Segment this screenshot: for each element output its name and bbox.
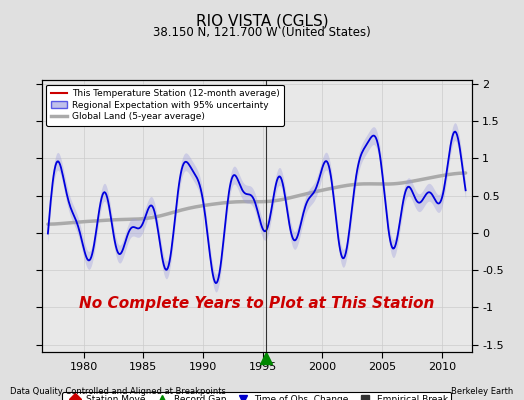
Text: Berkeley Earth: Berkeley Earth <box>451 387 514 396</box>
Text: No Complete Years to Plot at This Station: No Complete Years to Plot at This Statio… <box>79 296 434 310</box>
Legend: Station Move, Record Gap, Time of Obs. Change, Empirical Break: Station Move, Record Gap, Time of Obs. C… <box>62 392 452 400</box>
Text: RIO VISTA (CGLS): RIO VISTA (CGLS) <box>195 14 329 29</box>
Text: Data Quality Controlled and Aligned at Breakpoints: Data Quality Controlled and Aligned at B… <box>10 387 226 396</box>
Y-axis label: Temperature Anomaly (°C): Temperature Anomaly (°C) <box>523 142 524 290</box>
Text: 38.150 N, 121.700 W (United States): 38.150 N, 121.700 W (United States) <box>153 26 371 39</box>
